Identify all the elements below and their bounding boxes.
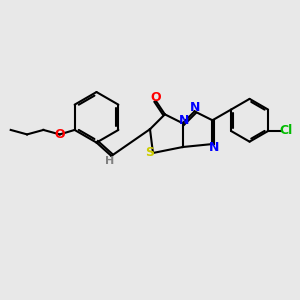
Text: Cl: Cl [279,124,292,137]
Text: N: N [179,114,189,127]
Text: S: S [146,146,154,160]
Text: N: N [209,141,219,154]
Text: O: O [54,128,65,141]
Text: O: O [151,91,161,104]
Text: H: H [105,156,115,166]
Text: N: N [189,101,200,114]
